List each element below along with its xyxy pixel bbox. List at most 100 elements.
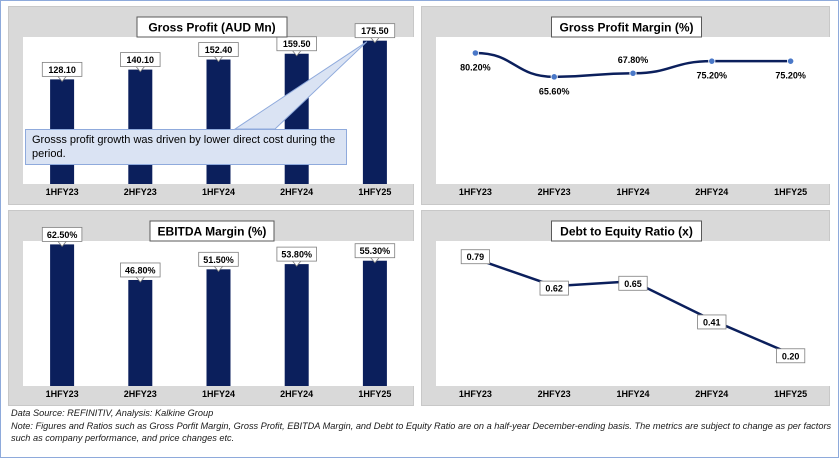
data-label: 140.10 — [127, 55, 155, 65]
data-point — [471, 49, 480, 57]
data-label: 0.79 — [467, 252, 485, 262]
de-svg: 1HFY23 2HFY23 1HFY24 2HFY24 1HFY25 0.79 0.62 0.… — [436, 220, 830, 399]
data-label: 175.50 — [361, 26, 389, 36]
x-tick-label: 1HFY23 — [459, 389, 492, 399]
x-tick-label: 2HFY24 — [695, 187, 728, 197]
data-label-box — [775, 348, 806, 364]
plot-area — [436, 241, 830, 386]
x-tick-label: 1HFY23 — [459, 187, 492, 197]
data-label-box — [697, 314, 727, 330]
data-label-box — [198, 251, 239, 267]
bar — [50, 244, 75, 386]
bar — [284, 264, 309, 386]
label-pointer — [56, 75, 68, 83]
data-point — [629, 69, 637, 77]
data-label: 80.20% — [460, 63, 491, 73]
data-label-box — [41, 226, 83, 242]
gp-svg: 1HFY23 2HFY23 1HFY24 2HFY24 1HFY25 128.10 140.… — [23, 16, 414, 197]
x-tick-label: 1HFY25 — [358, 187, 391, 197]
data-label: 62.50% — [47, 230, 78, 240]
data-label-box — [460, 249, 491, 265]
data-label-box — [120, 52, 161, 67]
data-label: 75.20% — [697, 71, 728, 81]
x-tick-label: 2HFY24 — [695, 389, 728, 399]
title-box — [136, 16, 288, 38]
data-label-box — [276, 36, 317, 52]
ebitda-margin-chart-panel: 1HFY23 2HFY23 1HFY24 2HFY24 1HFY25 62.50% 46.8… — [8, 210, 414, 406]
data-label: 55.30% — [360, 246, 391, 256]
data-label: 159.50 — [283, 39, 311, 49]
data-point — [786, 57, 795, 65]
label-pointer — [213, 265, 224, 272]
data-label-box — [354, 243, 396, 259]
data-source-text: Data Source: REFINITIV, Analysis: Kalkin… — [11, 408, 214, 418]
bar — [206, 59, 231, 184]
label-pointer — [369, 256, 381, 264]
chart-title: Debt to Equity Ratio (x) — [560, 225, 693, 239]
x-tick-label: 1HFY23 — [46, 187, 79, 197]
title-box — [149, 220, 275, 242]
x-tick-label: 1HFY25 — [358, 389, 391, 399]
label-pointer — [291, 49, 303, 57]
x-tick-label: 1HFY25 — [774, 389, 807, 399]
label-pointer — [56, 240, 68, 248]
x-tick-label: 1HFY24 — [616, 187, 649, 197]
data-label: 128.10 — [48, 65, 76, 75]
data-label: 67.80% — [618, 55, 649, 65]
x-tick-label: 1HFY24 — [202, 187, 235, 197]
bar — [128, 279, 153, 386]
chart-title: Gross Profit (AUD Mn) — [148, 21, 275, 35]
footer-notes: Data Source: REFINITIV, Analysis: Kalkin… — [11, 407, 837, 445]
x-tick-label: 2HFY23 — [538, 389, 571, 399]
x-tick-label: 2HFY23 — [124, 187, 157, 197]
data-label-box — [276, 246, 317, 262]
gross-profit-chart-panel: 1HFY23 2HFY23 1HFY24 2HFY24 1HFY25 128.10 140.… — [8, 6, 414, 205]
data-label-box — [618, 275, 648, 291]
chart-title: Gross Profit Margin (%) — [559, 21, 693, 35]
annotation-callout: Grosss profit growth was driven by lower… — [25, 129, 347, 165]
data-label: 75.20% — [775, 71, 806, 81]
label-pointer — [134, 65, 146, 73]
data-label: 0.65 — [624, 279, 642, 289]
title-box — [551, 220, 702, 242]
gross-profit-margin-chart-panel: 1HFY23 2HFY23 1HFY24 2HFY24 1HFY25 80.20% 65.6… — [421, 6, 830, 205]
bar — [206, 269, 231, 386]
data-label: 51.50% — [203, 255, 234, 265]
footnote-text: Note: Figures and Ratios such as Gross P… — [11, 420, 832, 444]
x-tick-label: 1HFY25 — [774, 187, 807, 197]
data-point — [708, 57, 716, 65]
gpm-svg: 1HFY23 2HFY23 1HFY24 2HFY24 1HFY25 80.20% 65.6… — [436, 16, 830, 197]
label-pointer — [291, 259, 303, 267]
chart-title: EBITDA Margin (%) — [158, 225, 267, 239]
data-label: 65.60% — [539, 86, 570, 96]
data-label: 0.41 — [703, 317, 721, 327]
data-label-box — [41, 61, 83, 77]
label-pointer — [369, 36, 381, 44]
bar — [128, 69, 153, 184]
x-tick-label: 1HFY24 — [202, 389, 235, 399]
bar — [362, 40, 387, 184]
data-label: 0.62 — [545, 284, 563, 294]
data-label-box — [120, 262, 161, 278]
data-label: 53.80% — [281, 250, 312, 260]
bar — [362, 260, 387, 386]
data-point — [550, 73, 558, 81]
x-tick-label: 1HFY24 — [616, 389, 649, 399]
debt-to-equity-chart-panel: 1HFY23 2HFY23 1HFY24 2HFY24 1HFY25 0.79 0.62 0.… — [421, 210, 830, 406]
label-pointer — [213, 55, 224, 63]
data-label: 0.20 — [782, 351, 800, 361]
data-label-box — [198, 42, 239, 57]
annotation-text: Grosss profit growth was driven by lower… — [25, 129, 347, 165]
data-label: 152.40 — [205, 45, 233, 55]
ebitda-svg: 1HFY23 2HFY23 1HFY24 2HFY24 1HFY25 62.50% 46.8… — [23, 220, 414, 399]
x-tick-label: 2HFY23 — [124, 389, 157, 399]
x-tick-label: 1HFY23 — [46, 389, 79, 399]
label-pointer — [134, 275, 146, 283]
data-label-box — [354, 23, 396, 39]
data-label-box — [539, 280, 569, 296]
data-label: 46.80% — [125, 265, 156, 275]
x-tick-label: 2HFY24 — [280, 389, 313, 399]
x-tick-label: 2HFY24 — [280, 187, 313, 197]
title-box — [551, 16, 702, 38]
